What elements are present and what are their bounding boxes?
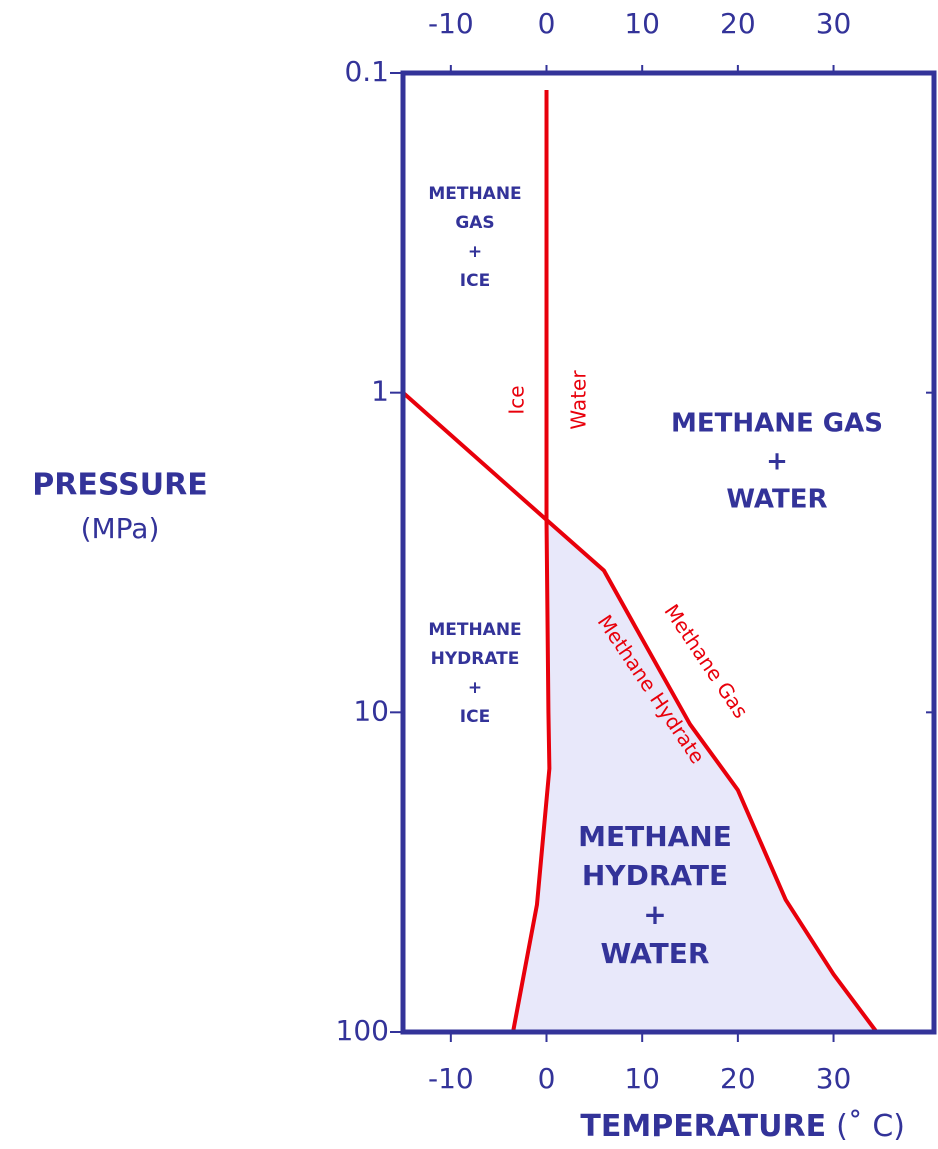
y-tick-label: 100 (336, 1014, 389, 1047)
region-label: WATER (726, 485, 827, 515)
x-tick-label: 30 (816, 7, 852, 40)
region-label: METHANE (428, 620, 521, 640)
region-label: GAS (455, 213, 494, 233)
curve-label: Ice (505, 385, 529, 414)
x-axis-label: TEMPERATURE (˚ C) (580, 1109, 905, 1144)
region-label: + (643, 898, 666, 931)
region-label: + (766, 447, 788, 477)
curve-label: Water (567, 370, 591, 430)
x-tick-label: 30 (816, 1062, 852, 1095)
region-label: WATER (601, 937, 710, 970)
x-tick-label: 0 (538, 7, 556, 40)
x-axis-unit: (˚ C) (836, 1109, 905, 1144)
x-axis-title: TEMPERATURE (580, 1109, 826, 1144)
x-tick-label: -10 (428, 7, 474, 40)
y-axis-unit: (MPa) (81, 512, 160, 545)
hydrate-region (513, 519, 877, 1032)
x-tick-label: 20 (720, 7, 756, 40)
x-tick-label: 10 (624, 1062, 660, 1095)
region-label: + (468, 678, 482, 698)
region-label: ICE (460, 707, 490, 727)
phase-boundary (545, 518, 879, 1034)
region-label: + (468, 242, 482, 262)
region-label: METHANE GAS (671, 409, 883, 439)
region-label: ICE (460, 271, 490, 291)
y-tick-label: 1 (371, 375, 389, 408)
x-tick-label: 0 (538, 1062, 556, 1095)
region-label: METHANE (428, 184, 521, 204)
region-label: METHANE (578, 820, 732, 853)
y-tick-label: 10 (353, 694, 389, 727)
region-label: HYDRATE (431, 649, 520, 669)
x-tick-label: -10 (428, 1062, 474, 1095)
y-tick-label: 0.1 (344, 55, 389, 88)
plot-frame (400, 70, 937, 1035)
x-tick-label: 20 (720, 1062, 756, 1095)
x-tick-label: 10 (624, 7, 660, 40)
phase-boundary (401, 391, 548, 522)
y-axis-label: PRESSURE (32, 468, 207, 503)
region-label: HYDRATE (582, 859, 728, 892)
phase-boundary (511, 89, 552, 1033)
